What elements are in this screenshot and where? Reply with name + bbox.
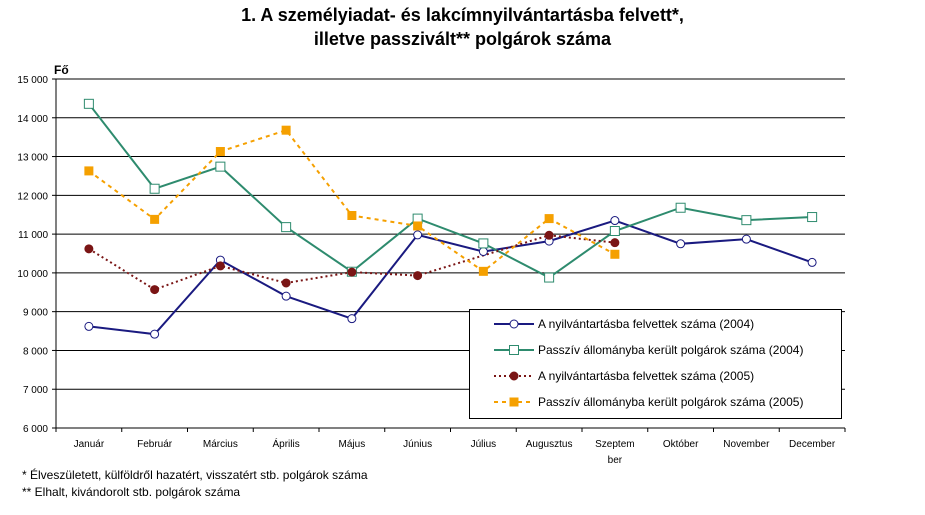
data-point xyxy=(413,271,423,281)
data-point xyxy=(807,257,817,267)
y-axis-label: Fő xyxy=(54,63,69,77)
data-point xyxy=(215,261,225,271)
y-tick-label: 7 000 xyxy=(23,385,48,396)
legend-symbol xyxy=(494,371,534,381)
y-tick-label: 12 000 xyxy=(17,191,48,202)
legend-symbol xyxy=(494,345,534,355)
x-tick-label: Június xyxy=(403,439,432,450)
y-tick-label: 10 000 xyxy=(17,269,48,280)
data-point xyxy=(84,321,94,331)
footnote-2: ** Elhalt, kivándorolt stb. polgárok szá… xyxy=(22,485,241,499)
data-point xyxy=(281,125,291,135)
x-tick-label: Szeptem xyxy=(595,439,634,450)
data-point xyxy=(347,267,357,277)
y-tick-label: 8 000 xyxy=(23,346,48,357)
footnote-1: * Élveszületett, külföldről hazatért, vi… xyxy=(22,468,368,482)
data-point xyxy=(609,226,620,237)
data-point xyxy=(413,221,423,231)
data-point xyxy=(347,314,357,324)
data-point xyxy=(675,202,686,213)
data-point xyxy=(741,234,751,244)
x-tick-label: Április xyxy=(273,437,300,450)
legend-label: A nyilvántartásba felvettek száma (2004) xyxy=(538,317,755,331)
data-point xyxy=(84,166,94,176)
x-tick-label: Július xyxy=(471,439,497,450)
y-tick-label: 13 000 xyxy=(17,153,48,164)
data-point xyxy=(149,183,160,194)
x-tick-label: ber xyxy=(608,455,623,466)
data-point xyxy=(478,266,488,276)
y-tick-label: 6 000 xyxy=(23,424,48,435)
x-tick-label: Március xyxy=(203,439,238,450)
legend-label: Passzív állományba került polgárok száma… xyxy=(538,395,804,409)
x-tick-label: Augusztus xyxy=(526,439,573,450)
legend-symbol xyxy=(494,319,534,329)
data-point xyxy=(281,278,291,288)
y-tick-label: 15 000 xyxy=(17,75,48,86)
y-tick-label: 14 000 xyxy=(17,114,48,125)
data-point xyxy=(676,239,686,249)
data-point xyxy=(150,329,160,339)
x-tick-label: November xyxy=(723,439,770,450)
legend-item: Passzív állományba került polgárok száma… xyxy=(470,392,841,412)
legend-item: A nyilvántartásba felvettek száma (2004) xyxy=(470,314,841,334)
legend-label: A nyilvántartásba felvettek száma (2005) xyxy=(538,369,755,383)
data-point xyxy=(610,249,620,259)
data-point xyxy=(84,244,94,254)
x-tick-label: Február xyxy=(137,439,173,450)
legend-item: Passzív állományba került polgárok száma… xyxy=(470,340,841,360)
data-point xyxy=(215,161,226,172)
x-tick-label: Május xyxy=(339,439,366,450)
data-point xyxy=(544,214,554,224)
data-point xyxy=(215,147,225,157)
data-point xyxy=(83,98,94,109)
data-point xyxy=(610,216,620,226)
x-tick-label: December xyxy=(789,439,836,450)
chart-title-line2: illetve passzivált** polgárok száma xyxy=(313,29,612,49)
data-point xyxy=(150,285,160,295)
data-point xyxy=(478,238,489,249)
series-line xyxy=(88,219,813,336)
data-point xyxy=(741,215,752,226)
chart-legend: A nyilvántartásba felvettek száma (2004)… xyxy=(469,309,842,419)
y-tick-label: 9 000 xyxy=(23,308,48,319)
data-point xyxy=(413,230,423,240)
data-point xyxy=(544,230,554,240)
data-point xyxy=(150,214,160,224)
data-point xyxy=(478,247,488,257)
data-point xyxy=(807,212,818,223)
data-point xyxy=(610,238,620,248)
chart-title-line1: 1. A személyiadat- és lakcímnyilvántartá… xyxy=(241,5,684,25)
data-point xyxy=(281,222,292,233)
x-tick-label: Január xyxy=(74,439,105,450)
data-point xyxy=(544,272,555,283)
data-point xyxy=(281,291,291,301)
legend-symbol xyxy=(494,397,534,407)
data-point xyxy=(347,210,357,220)
series-line xyxy=(88,103,813,279)
legend-label: Passzív állományba került polgárok száma… xyxy=(538,343,804,357)
x-tick-label: Október xyxy=(663,439,699,450)
y-tick-label: 11 000 xyxy=(18,230,48,241)
legend-item: A nyilvántartásba felvettek száma (2005) xyxy=(470,366,841,386)
series-line xyxy=(88,129,616,273)
